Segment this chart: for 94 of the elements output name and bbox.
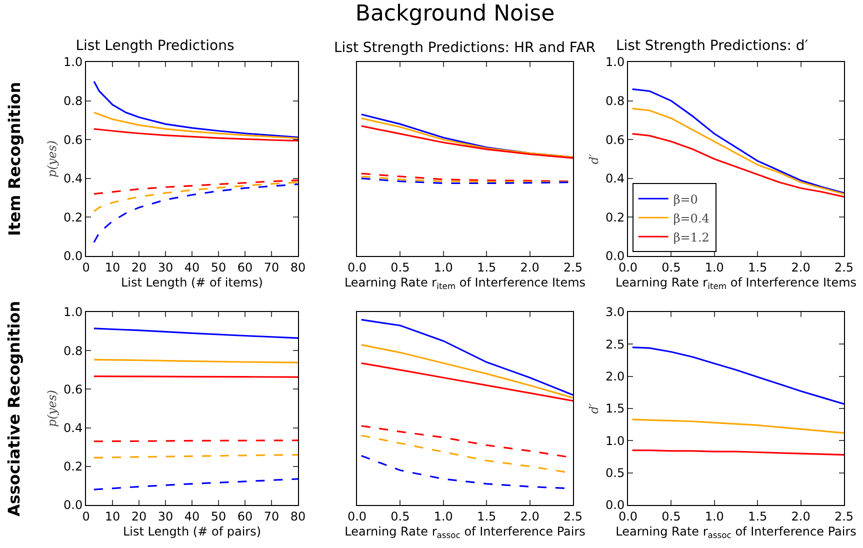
x-axis-title: Learning Rate r$_{item}$ of Interference Items (615, 275, 857, 291)
y-tick-label: 0.6 (606, 132, 625, 147)
x-tick-label: 30 (158, 509, 174, 524)
y-tick-label: 1.0 (64, 305, 83, 320)
legend-label: β=0.4 (673, 211, 710, 226)
y-tick-label: 0.4 (64, 172, 83, 186)
x-tick-label: 50 (210, 260, 226, 274)
x-tick-label: 1.5 (748, 260, 768, 274)
x-tick-label: 40 (184, 260, 200, 274)
x-tick-label: 2.5 (834, 260, 854, 274)
y-tick-label: 0.0 (64, 498, 83, 512)
x-axis-title: List Length (# of items) (121, 275, 263, 290)
y-tick-label: 0.6 (64, 382, 83, 396)
x-tick-label: 10 (104, 260, 120, 274)
x-tick-label: 0.5 (662, 509, 681, 524)
y-axis-title: d′ (586, 403, 601, 414)
x-tick-label: 70 (264, 260, 280, 274)
x-tick-label: 2.0 (791, 509, 810, 524)
x-tick-label: 30 (158, 260, 174, 274)
line-series (632, 346, 844, 405)
x-tick-label: 1.0 (434, 260, 453, 274)
y-tick-label: 0.8 (606, 94, 625, 108)
x-tick-label: 1.0 (704, 260, 724, 274)
y-tick-label: 0.8 (64, 344, 83, 358)
x-tick-label: 20 (131, 509, 147, 524)
x-tick-label: 0.5 (390, 509, 410, 524)
x-tick-label: 2.0 (520, 260, 540, 274)
line-series (632, 418, 844, 434)
y-axis-title: d′ (586, 154, 601, 164)
chart-title: List Strength Predictions: d′ (616, 38, 808, 54)
y-axis-title: p(yes) (44, 390, 59, 428)
x-tick-label: 20 (131, 260, 147, 274)
x-axis-title: Learning Rate r$_{assoc}$ of Interference Pairs (616, 524, 856, 540)
legend-label: β=0 (673, 192, 698, 206)
line-series (632, 88, 844, 194)
x-tick-label: 2.5 (563, 260, 583, 274)
x-tick-label: 0.5 (390, 260, 410, 274)
y-tick-label: 1.0 (606, 55, 625, 70)
y-tick-label: 2.5 (606, 337, 625, 352)
chart-subtitle: List Strength Predictions: HR and FAR (334, 40, 596, 56)
line-series (93, 180, 298, 195)
line-series (632, 108, 844, 195)
chart-title: List Length Predictions (76, 38, 234, 54)
y-tick-label: 2.0 (606, 370, 625, 384)
y-tick-label: 1.5 (606, 402, 625, 416)
y-tick-label: 0.4 (64, 421, 83, 435)
x-tick-label: 0 (82, 509, 90, 524)
x-axis-title: List Length (# of pairs) (122, 524, 262, 538)
chart-title: Background Noise (355, 1, 555, 26)
line-series (93, 80, 298, 138)
x-axis-title: Learning Rate r$_{assoc}$ of Interference Pairs (344, 524, 586, 540)
y-tick-label: 0.2 (64, 460, 83, 474)
line-series (93, 478, 298, 490)
x-tick-label: 0 (82, 260, 90, 274)
x-tick-label: 70 (264, 509, 280, 524)
line-series (93, 128, 298, 142)
y-tick-label: 1.0 (64, 55, 83, 70)
x-tick-label: 10 (104, 509, 120, 524)
x-tick-label: 2.0 (520, 509, 540, 524)
x-tick-label: 0.0 (347, 509, 367, 524)
legend-label: β=1.2 (673, 230, 710, 244)
x-tick-label: 1.5 (477, 509, 496, 524)
y-tick-label: 0.0 (64, 249, 83, 264)
x-tick-label: 80 (290, 260, 306, 274)
x-tick-label: 50 (210, 509, 226, 524)
line-series (93, 328, 298, 339)
y-axis-title: p(yes) (44, 140, 59, 178)
y-tick-label: 1.0 (606, 434, 625, 448)
line-series (93, 112, 298, 140)
x-tick-label: 2.5 (563, 509, 583, 524)
x-tick-label: 2.5 (834, 509, 854, 524)
x-tick-label: 60 (237, 260, 253, 274)
text: Item Recognition (5, 82, 24, 236)
y-tick-label: 0.5 (606, 466, 625, 480)
y-tick-label: 0.2 (64, 210, 83, 224)
y-tick-label: 0.4 (606, 172, 625, 186)
x-tick-label: 0.5 (662, 260, 681, 274)
x-tick-label: 1.0 (434, 509, 453, 524)
x-axis-title: Learning Rate r$_{item}$ of Interference Items (344, 275, 586, 291)
x-tick-label: 1.5 (748, 509, 768, 524)
x-tick-label: 80 (290, 509, 306, 524)
x-tick-label: 1.5 (477, 260, 496, 274)
line-series (93, 181, 298, 212)
x-tick-label: 0.0 (347, 260, 367, 274)
text: Associative Recognition (4, 300, 24, 516)
x-tick-label: 60 (237, 509, 253, 524)
x-tick-label: 40 (184, 509, 200, 524)
y-tick-label: 0.2 (606, 210, 625, 224)
x-tick-label: 1.0 (704, 509, 724, 524)
x-tick-label: 2.0 (791, 260, 810, 274)
y-tick-label: 3.0 (606, 305, 625, 320)
line-series (93, 183, 298, 244)
y-tick-label: 0.6 (64, 132, 83, 147)
y-tick-label: 0.8 (64, 94, 83, 108)
